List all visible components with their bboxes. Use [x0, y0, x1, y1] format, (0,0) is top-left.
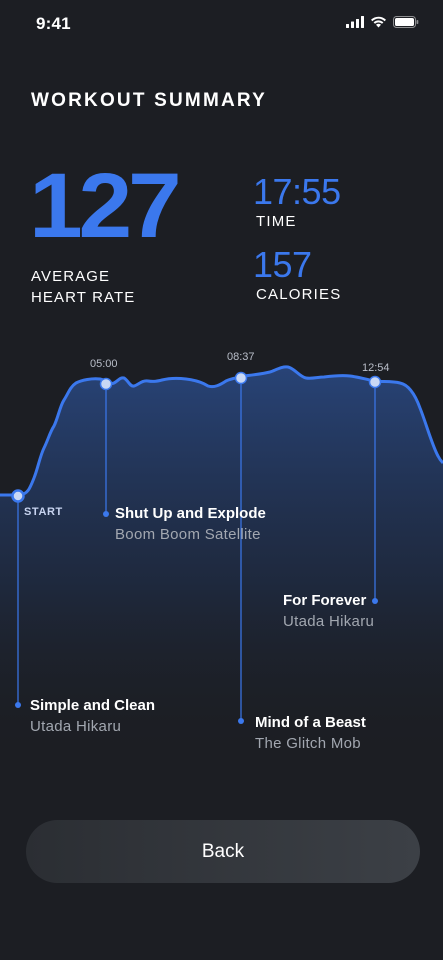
marker-12-54[interactable]: [368, 375, 382, 389]
song-artist: Utada Hikaru: [30, 718, 122, 735]
song-dot-4: [372, 598, 378, 604]
tick-label-1: 05:00: [90, 358, 118, 370]
song-item-1[interactable]: Simple and Clean Utada Hikaru: [30, 697, 155, 735]
song-item-3[interactable]: Mind of a Beast The Glitch Mob: [255, 714, 366, 752]
marker-05-00[interactable]: [99, 377, 113, 391]
song-artist: Utada Hikaru: [283, 613, 375, 630]
calories-label: CALORIES: [256, 286, 342, 303]
song-title: Mind of a Beast: [255, 714, 366, 731]
song-artist: Boom Boom Satellite: [115, 526, 261, 543]
marker-08-37[interactable]: [234, 371, 248, 385]
heart-rate-label-line2: HEART RATE: [31, 289, 136, 306]
heart-rate-label-line1: AVERAGE: [31, 268, 111, 285]
tick-label-2: 08:37: [227, 351, 255, 363]
heart-rate-label: AVERAGE HEART RATE: [31, 266, 135, 308]
time-value: 17:55: [253, 171, 341, 212]
song-title: For Forever: [283, 592, 367, 609]
song-title: Simple and Clean: [30, 697, 156, 714]
start-marker[interactable]: [11, 489, 25, 503]
heart-rate-value: 127: [29, 155, 182, 257]
song-dot-1: [15, 702, 21, 708]
song-dot-2: [103, 511, 109, 517]
song-title: Shut Up and Explode: [115, 505, 266, 522]
time-label: TIME: [256, 213, 297, 230]
page-title: WORKOUT SUMMARY: [31, 90, 267, 111]
status-icons: [346, 16, 419, 28]
song-item-2[interactable]: Shut Up and Explode Boom Boom Satellite: [115, 505, 266, 543]
tick-label-3: 12:54: [362, 362, 390, 374]
calories-value: 157: [253, 244, 312, 285]
back-button[interactable]: Back: [26, 820, 420, 883]
song-item-4[interactable]: For Forever Utada Hikaru: [283, 592, 374, 630]
song-artist: The Glitch Mob: [255, 735, 361, 752]
start-label: START: [24, 506, 63, 518]
heart-rate-chart: [0, 365, 443, 760]
song-dot-3: [238, 718, 244, 724]
heart-rate-area: [0, 366, 443, 760]
battery-icon: [393, 16, 419, 28]
wifi-icon: [371, 16, 386, 28]
signal-icon: [346, 16, 364, 28]
status-time: 9:41: [36, 14, 71, 33]
